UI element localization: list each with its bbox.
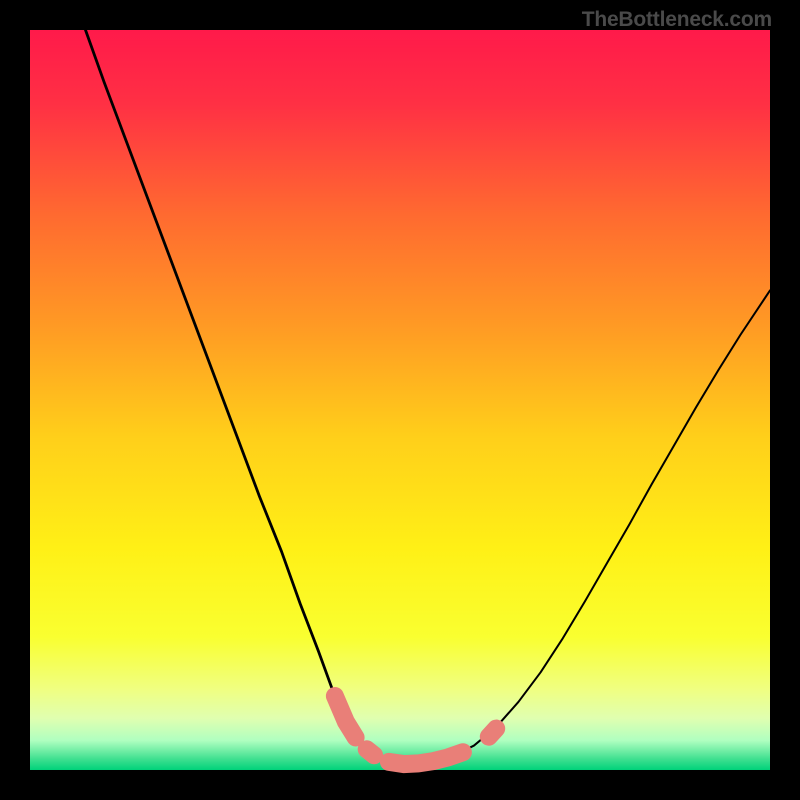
watermark-text: TheBottleneck.com — [582, 8, 772, 32]
chart-svg — [0, 0, 800, 800]
highlight-segment-1 — [367, 749, 374, 755]
chart-plot-background — [30, 30, 770, 770]
highlight-segment-3 — [489, 729, 496, 737]
chart-container: TheBottleneck.com — [0, 0, 800, 800]
